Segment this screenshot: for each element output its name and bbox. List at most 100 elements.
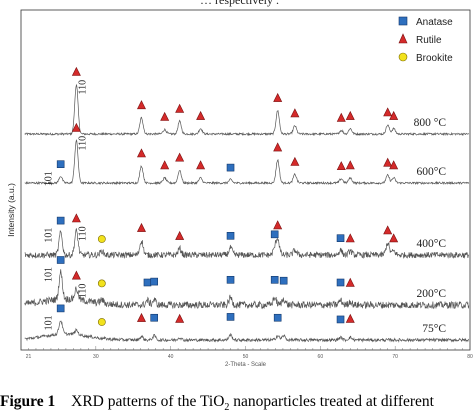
rutile-marker [175, 230, 185, 240]
miller-index-label: 110 [77, 136, 88, 151]
y-axis-label: Intensity (a.u.) [6, 183, 16, 237]
traces [24, 83, 470, 343]
rutile-marker [136, 148, 146, 158]
rutile-marker [290, 108, 300, 118]
rutile-marker [336, 161, 346, 171]
xrd-trace-4 [24, 320, 469, 343]
rutile-marker [345, 160, 355, 170]
legend-rutile-symbol [398, 33, 408, 44]
miller-index-label: 110 [77, 80, 88, 95]
rutile-marker [71, 66, 81, 76]
x-tick-label: 80 [467, 354, 473, 360]
miller-index-label: 110 [77, 284, 88, 299]
x-tick-label: 40 [168, 354, 174, 360]
miller-index-label: 101 [44, 315, 55, 330]
miller-index-label: 101 [44, 228, 55, 243]
anatase-marker [226, 313, 235, 321]
rutile-marker [336, 112, 346, 122]
rutile-marker [383, 107, 393, 117]
anatase-marker [270, 230, 279, 239]
temperature-label: 800 °C [414, 117, 447, 129]
anatase-marker [336, 315, 345, 324]
legend-anatase-symbol [398, 16, 408, 26]
caption-subscript: 2 [224, 402, 230, 414]
rutile-marker [345, 313, 355, 323]
rutile-marker [273, 220, 283, 230]
anatase-marker [143, 278, 152, 287]
anatase-marker [270, 275, 279, 284]
rutile-marker [383, 157, 393, 167]
plot-frame [20, 9, 471, 351]
rutile-marker [136, 100, 146, 110]
rutile-marker [71, 270, 81, 280]
rutile-marker [389, 110, 399, 120]
miller-index-label: 110 [77, 226, 88, 241]
x-tick-label: 30 [93, 354, 99, 360]
x-tick-label: 50 [243, 354, 249, 360]
rutile-marker [136, 222, 146, 232]
miller-index-label: 101 [44, 267, 55, 282]
xrd-trace-2 [24, 228, 470, 259]
anatase-marker [273, 313, 282, 322]
caption-text-after: nanoparticles treated at different [229, 393, 434, 410]
anatase-marker [226, 275, 235, 284]
temperature-label: 400°C [416, 238, 446, 250]
anatase-marker [56, 256, 65, 264]
anatase-marker [336, 278, 345, 287]
caption-text-before: XRD patterns of the TiO [71, 393, 225, 410]
x-axis-label: 2-Theta - Scale [225, 362, 267, 368]
rutile-marker [290, 156, 300, 166]
rutile-marker [345, 277, 355, 287]
anatase-marker [56, 304, 65, 313]
phase-markers [56, 66, 399, 326]
legend-brookite-symbol [398, 52, 408, 62]
rutile-marker [273, 92, 283, 102]
rutile-marker [196, 110, 206, 120]
anatase-marker [56, 160, 65, 168]
anatase-marker [56, 216, 65, 225]
rutile-marker [136, 312, 146, 322]
legend-label: Rutile [416, 35, 442, 46]
brookite-marker [97, 318, 106, 326]
rutile-marker [160, 160, 170, 170]
rutile-marker [71, 213, 81, 223]
rutile-marker [175, 152, 185, 162]
brookite-marker [97, 235, 106, 243]
rutile-marker [160, 111, 170, 121]
rutile-marker [389, 233, 399, 243]
anatase-marker [279, 276, 288, 285]
temperature-label: 200°C [416, 288, 446, 300]
legend-label: Anatase [416, 17, 453, 28]
rutile-marker [383, 225, 393, 235]
rutile-marker [389, 160, 399, 170]
anatase-marker [226, 232, 235, 240]
legend-label: Brookite [416, 53, 453, 64]
figure-caption: Figure 1 XRD patterns of the TiO2 nanopa… [0, 393, 474, 415]
temperature-label: 600°C [416, 166, 446, 178]
caption-label: Figure 1 [0, 393, 56, 410]
rutile-marker [175, 103, 185, 113]
rutile-marker [273, 142, 283, 152]
anatase-marker [226, 163, 235, 172]
anatase-marker [150, 313, 159, 322]
temperature-label: 75°C [422, 323, 446, 335]
xrd-chart: 21 30 40 50 60 70 80 2-Theta - Scale Intensity (… [6, 9, 473, 368]
rutile-marker [71, 122, 81, 132]
rutile-marker [345, 233, 355, 243]
rutile-marker [345, 110, 355, 120]
xrd-trace-3 [24, 269, 470, 310]
xrd-trace-1 [24, 139, 470, 186]
legend: Anatase Rutile Brookite [398, 16, 453, 64]
x-tick-label: 70 [392, 354, 398, 360]
rutile-marker [175, 313, 185, 323]
anatase-marker [150, 277, 159, 286]
brookite-marker [97, 279, 106, 288]
xrd-trace-0 [24, 83, 469, 137]
chart-labels: 21 30 40 50 60 70 80 2-Theta - Scale Intensity (… [6, 80, 473, 368]
miller-index-label: 101 [44, 171, 55, 186]
anatase-marker [336, 234, 345, 242]
x-tick-label: 21 [26, 354, 32, 360]
rutile-marker [196, 160, 206, 170]
top-text-fragment: … respectively . [200, 0, 279, 7]
x-tick-label: 60 [318, 354, 324, 360]
